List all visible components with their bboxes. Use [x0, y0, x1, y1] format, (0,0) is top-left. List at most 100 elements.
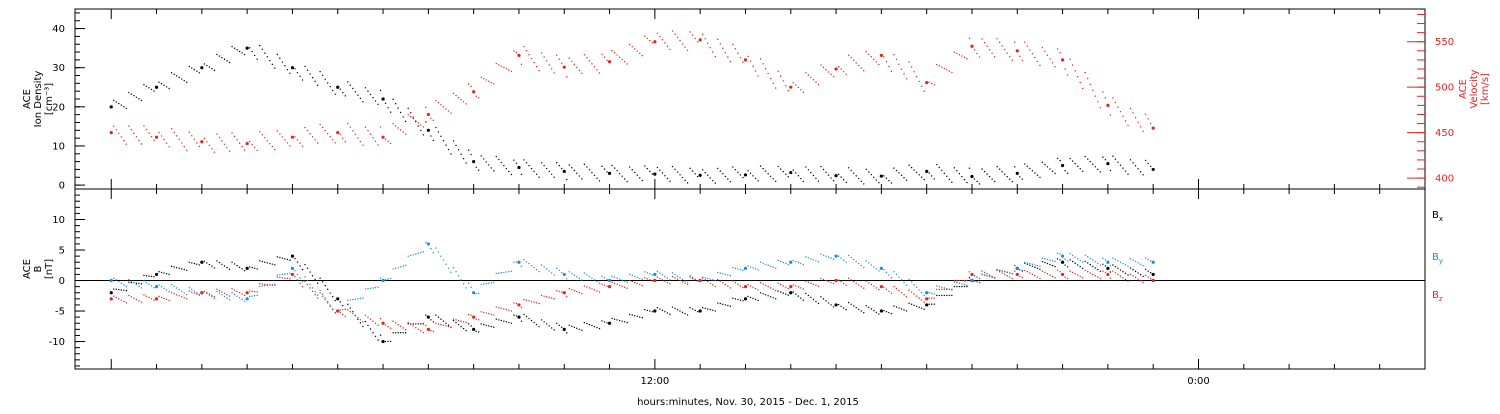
velocity-series-sample [895, 58, 898, 61]
b-series-bz-sample [372, 320, 374, 322]
b-series-by-sample [712, 279, 714, 281]
b-series-bx-sample [749, 296, 752, 299]
b-series-by-sample [759, 261, 762, 263]
density-series-sample [684, 179, 686, 181]
b-series-bz-sample [133, 297, 135, 299]
b-series-bx-sample [915, 305, 918, 307]
density-series-sample [138, 98, 140, 100]
density-series-sample [271, 63, 274, 66]
b-series-by-sample [885, 271, 888, 274]
velocity-series-sample [399, 129, 402, 131]
b-series-bx-sample [681, 311, 684, 314]
b-series-bx-sample [445, 322, 447, 324]
b-series-bz-point [154, 297, 159, 301]
b-series-bz-sample [996, 269, 998, 272]
b-series-bz-sample [890, 292, 893, 295]
b-series-bz-sample [1046, 273, 1049, 275]
b-series-by-sample [941, 286, 943, 289]
b-series-bx-sample [465, 329, 467, 332]
b-series-by-sample [936, 285, 938, 287]
density-series-sample [827, 174, 830, 176]
velocity-series-sample [830, 73, 832, 76]
b-series-bx-sample [289, 259, 291, 261]
b-series-by-sample [764, 263, 767, 265]
density-series-sample [372, 97, 374, 99]
density-series-sample [422, 134, 425, 136]
b-series-bx-sample [684, 313, 686, 315]
b-series-by-sample [392, 268, 394, 270]
b-series-bz-point [245, 291, 249, 295]
b-series-bx-sample [1139, 274, 1142, 276]
density-series-sample [412, 116, 414, 118]
b-series-by-sample [822, 254, 825, 256]
velocity-series-sample [523, 45, 525, 48]
b-series-by-sample [598, 282, 601, 284]
b-series-bz-sample [704, 279, 706, 281]
b-series-bx-sample [296, 261, 299, 263]
b-series-by-sample [573, 274, 576, 276]
b-series-bx-sample [774, 298, 777, 300]
b-series-bx-sample [329, 292, 331, 294]
density-series-sample [941, 169, 943, 172]
density-series-sample [1094, 166, 1097, 168]
velocity-series-sample [447, 110, 450, 112]
density-series-sample [805, 166, 807, 168]
b-series-bx-sample [591, 324, 593, 327]
density-series-sample [1069, 157, 1071, 160]
b-series-bz-sample [754, 287, 757, 290]
b-series-bx-sample [548, 325, 550, 327]
b-series-by [109, 241, 1155, 314]
velocity-series-sample [837, 65, 840, 68]
density-series-sample [561, 167, 563, 170]
density-series-point [336, 85, 340, 89]
velocity-series-sample [344, 141, 347, 143]
b-series-by-sample [1054, 260, 1056, 263]
b-series-bz-point [1015, 272, 1019, 277]
b-series-bz-sample [170, 292, 173, 294]
b-series-by-sample [407, 255, 409, 257]
b-series-bz-sample [1029, 272, 1031, 274]
b-series-by-sample [1021, 269, 1024, 271]
b-series-bz-sample [850, 279, 852, 281]
b-series-bx-sample [193, 262, 195, 265]
b-series-by-sample [193, 290, 195, 292]
b-series-by-sample [1129, 258, 1132, 260]
b-series-by-sample [138, 285, 140, 287]
b-series-by-sample [785, 262, 787, 265]
b-series-bz-sample [1079, 275, 1081, 278]
b-series-bz-sample [113, 295, 115, 297]
b-series-bx-sample [399, 332, 402, 334]
b-series-bx-sample [1069, 259, 1071, 261]
b-series-by-sample [797, 261, 800, 264]
density-series-sample [895, 169, 898, 172]
b-series-by-sample [1051, 260, 1054, 262]
b-series-bz-sample [769, 287, 772, 289]
b-series-bz-point [290, 272, 295, 277]
b-series-bx-sample [460, 325, 462, 328]
b-series-bz-sample [1104, 271, 1107, 274]
b-series-bx-sample [1122, 270, 1124, 273]
b-series-by-sample [583, 272, 586, 274]
density-series-sample [498, 158, 500, 161]
b-series-by-sample [664, 275, 666, 278]
b-series-bz-point [381, 321, 385, 325]
density-series-sample [1074, 162, 1076, 165]
density-series-sample [618, 172, 621, 175]
b-series-bx-sample [148, 275, 150, 277]
b-series-bx-sample [1056, 258, 1059, 260]
b-series-bz-sample [847, 277, 850, 279]
b-series-bz-sample [123, 300, 125, 303]
b-series-bz-sample [226, 294, 228, 296]
b-series-by-sample [815, 260, 817, 262]
velocity-series-sample [1112, 97, 1114, 99]
b-series-by-sample [1039, 265, 1041, 267]
b-series-bx-sample [402, 331, 404, 334]
velocity-series-sample [392, 123, 394, 125]
b-series-bx-sample [319, 277, 321, 279]
b-series-bz-sample [878, 288, 880, 291]
density-series-sample [1124, 170, 1127, 172]
b-series-bz-sample [734, 281, 737, 284]
density-series-sample [462, 157, 465, 160]
density-series-sample [807, 169, 810, 171]
velocity-series-sample [1036, 60, 1039, 63]
